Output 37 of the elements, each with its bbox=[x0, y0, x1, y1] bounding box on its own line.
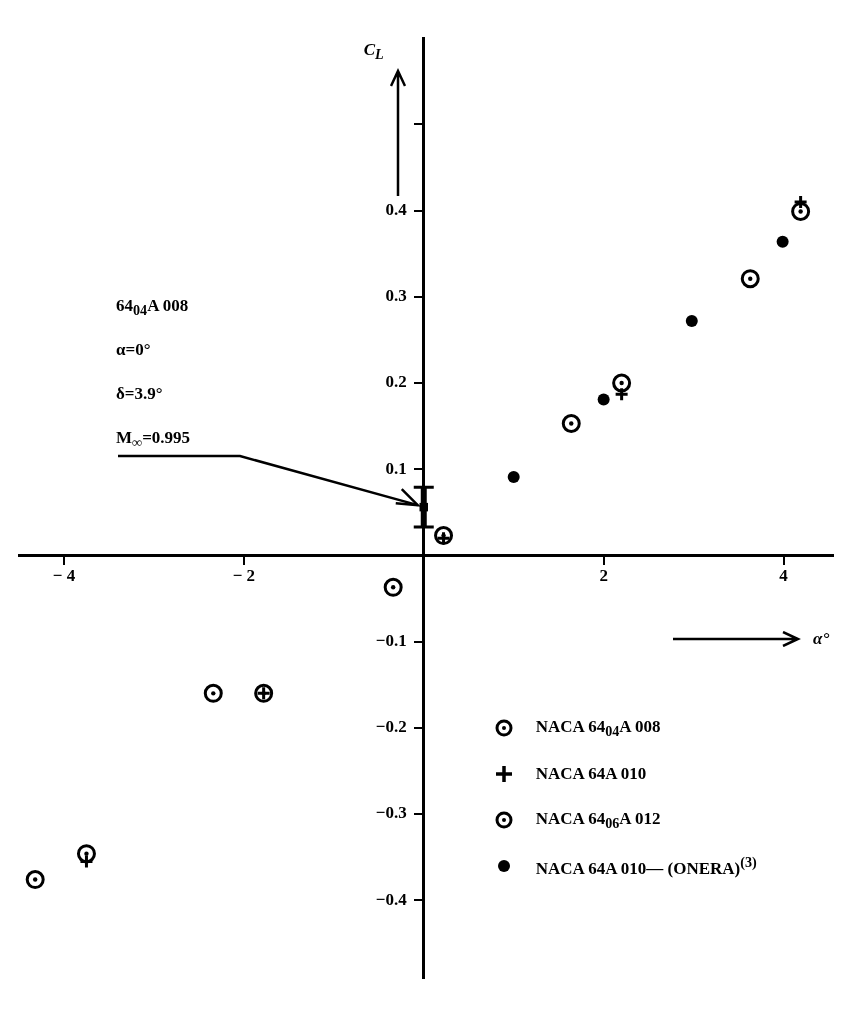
y-tick-label: −0.4 bbox=[375, 889, 424, 909]
y-tick-label: −0.1 bbox=[375, 631, 424, 650]
y-tick-label: 0.1 bbox=[385, 458, 424, 478]
annotation: α=0° bbox=[116, 340, 151, 360]
annotation: M$_{∞}$=0.995 bbox=[116, 428, 191, 452]
point bbox=[25, 870, 45, 890]
point bbox=[740, 269, 760, 289]
point bbox=[76, 844, 96, 864]
y-tick-label: 0.4 bbox=[385, 199, 424, 219]
legend-label: NACA 64$_{04}$A 008 bbox=[535, 716, 661, 741]
annotation: 64$_{04}$A 008 bbox=[116, 296, 189, 320]
point bbox=[78, 853, 94, 869]
x-tick-label: − 4 bbox=[52, 566, 76, 585]
point bbox=[507, 470, 520, 483]
y-tick-label: 0.2 bbox=[385, 372, 424, 392]
x-axis-title: α° bbox=[813, 629, 830, 650]
y-tick-label: −0.2 bbox=[375, 717, 424, 737]
point bbox=[793, 194, 809, 210]
annotation: δ=3.9° bbox=[116, 384, 163, 404]
y-axis-title: C$_{L}$ bbox=[363, 40, 384, 64]
point bbox=[203, 683, 223, 703]
point bbox=[685, 314, 698, 327]
x-tick-label: 4 bbox=[779, 566, 789, 585]
point bbox=[597, 393, 610, 406]
point bbox=[776, 235, 789, 248]
x-tick-label: 2 bbox=[599, 566, 608, 585]
y-tick-label: −0.3 bbox=[375, 803, 424, 823]
point bbox=[791, 201, 811, 221]
point bbox=[614, 386, 630, 402]
legend-label: NACA 64$_{06}$A 012 bbox=[535, 808, 661, 833]
legend-label: NACA 64A 010— (ONERA)$^{(3)}$ bbox=[535, 854, 757, 879]
point bbox=[383, 577, 403, 597]
point bbox=[612, 373, 632, 393]
y-tick-label: 0.3 bbox=[385, 286, 424, 306]
point bbox=[561, 414, 581, 434]
legend-label: NACA 64A 010 bbox=[535, 764, 647, 785]
x-tick-label: − 2 bbox=[232, 566, 256, 585]
